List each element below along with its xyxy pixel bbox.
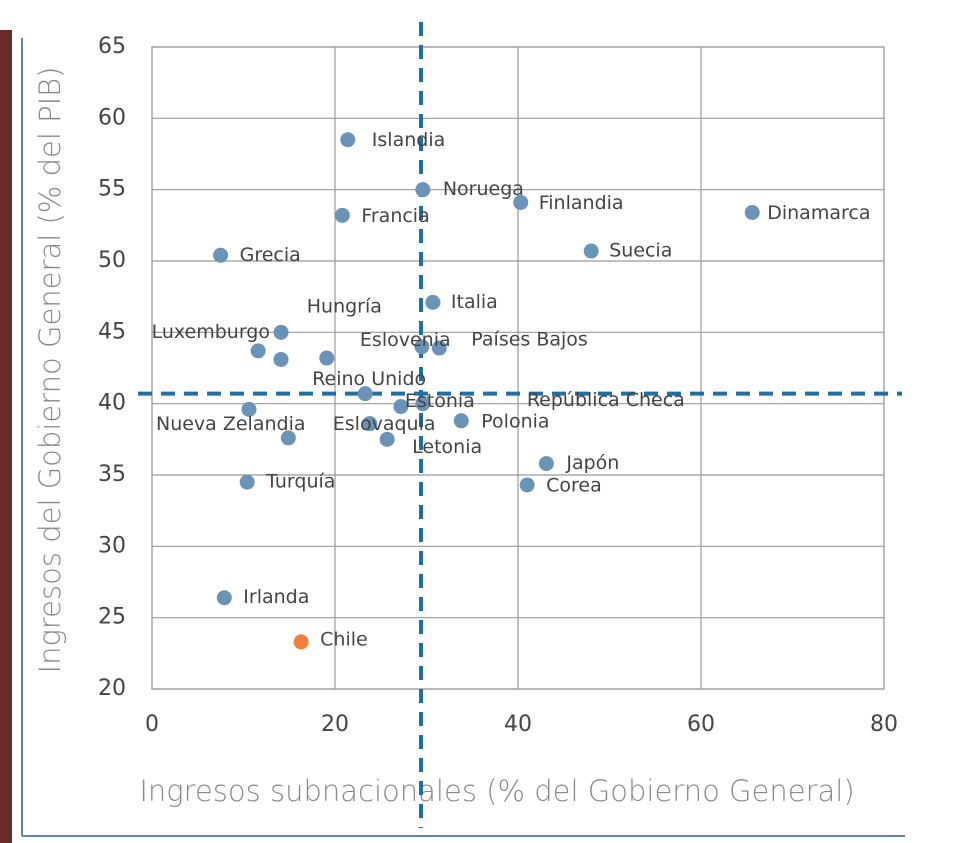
point-label: Reino Unido bbox=[312, 368, 426, 390]
y-tick-label: 20 bbox=[98, 676, 126, 701]
point bbox=[454, 413, 469, 428]
point-label: Polonia bbox=[481, 410, 549, 432]
x-tick-label: 80 bbox=[870, 712, 898, 737]
y-tick-label: 45 bbox=[98, 319, 126, 344]
point-label: Irlanda bbox=[243, 586, 309, 608]
point bbox=[217, 590, 232, 605]
y-tick-label: 30 bbox=[98, 533, 126, 558]
point bbox=[584, 244, 599, 259]
y-tick-label: 50 bbox=[98, 248, 126, 273]
y-tick-label: 60 bbox=[98, 105, 126, 130]
point-label: Suecia bbox=[609, 240, 672, 262]
x-tick-label: 0 bbox=[145, 712, 159, 737]
point bbox=[319, 351, 334, 366]
point-label: Finlandia bbox=[539, 192, 624, 214]
point-label: Dinamarca bbox=[767, 202, 870, 224]
point-label: Corea bbox=[546, 474, 602, 496]
point-label: Eslovaquia bbox=[333, 413, 436, 435]
y-tick-label: 65 bbox=[98, 34, 126, 59]
point-label: Países Bajos bbox=[471, 329, 588, 351]
point-label: Japón bbox=[565, 452, 619, 474]
point bbox=[425, 295, 440, 310]
y-tick-label: 25 bbox=[98, 605, 126, 630]
point-label: Letonia bbox=[412, 436, 482, 458]
point-label: Luxemburgo bbox=[152, 321, 270, 343]
x-tick-label: 60 bbox=[687, 712, 715, 737]
point bbox=[335, 208, 350, 223]
point bbox=[274, 352, 289, 367]
chart: Ingresos subnacionales (% del Gobierno G… bbox=[0, 0, 961, 843]
point-label: Nueva Zelandia bbox=[156, 413, 306, 435]
point bbox=[745, 205, 760, 220]
point-label: Islandia bbox=[372, 129, 445, 151]
point-label: Francia bbox=[361, 205, 429, 227]
point-label: Noruega bbox=[443, 178, 524, 200]
y-tick-label: 55 bbox=[98, 177, 126, 202]
side-image bbox=[0, 30, 12, 843]
point bbox=[213, 248, 228, 263]
y-axis-label: Ingresos del Gobierno General (% del PIB… bbox=[33, 67, 67, 674]
point bbox=[274, 325, 289, 340]
point bbox=[539, 456, 554, 471]
y-tick-label: 35 bbox=[98, 462, 126, 487]
point-label: República Checa bbox=[527, 389, 685, 411]
x-tick-label: 40 bbox=[504, 712, 532, 737]
x-axis-label: Ingresos subnacionales (% del Gobierno G… bbox=[139, 774, 854, 808]
y-tick-label: 40 bbox=[98, 391, 126, 416]
point-label: Estonia bbox=[405, 390, 475, 412]
point-label: Hungría bbox=[307, 296, 382, 318]
x-tick-label: 20 bbox=[321, 712, 349, 737]
point-label: Grecia bbox=[240, 244, 301, 266]
point-label: Chile bbox=[320, 628, 368, 650]
point bbox=[240, 475, 255, 490]
point-label: Eslovenia bbox=[360, 329, 451, 351]
point-label: Turquía bbox=[265, 471, 335, 493]
point bbox=[520, 477, 535, 492]
highlight-point bbox=[294, 634, 309, 649]
point bbox=[251, 343, 266, 358]
point-label: Italia bbox=[451, 291, 498, 313]
point bbox=[415, 182, 430, 197]
point bbox=[340, 132, 355, 147]
